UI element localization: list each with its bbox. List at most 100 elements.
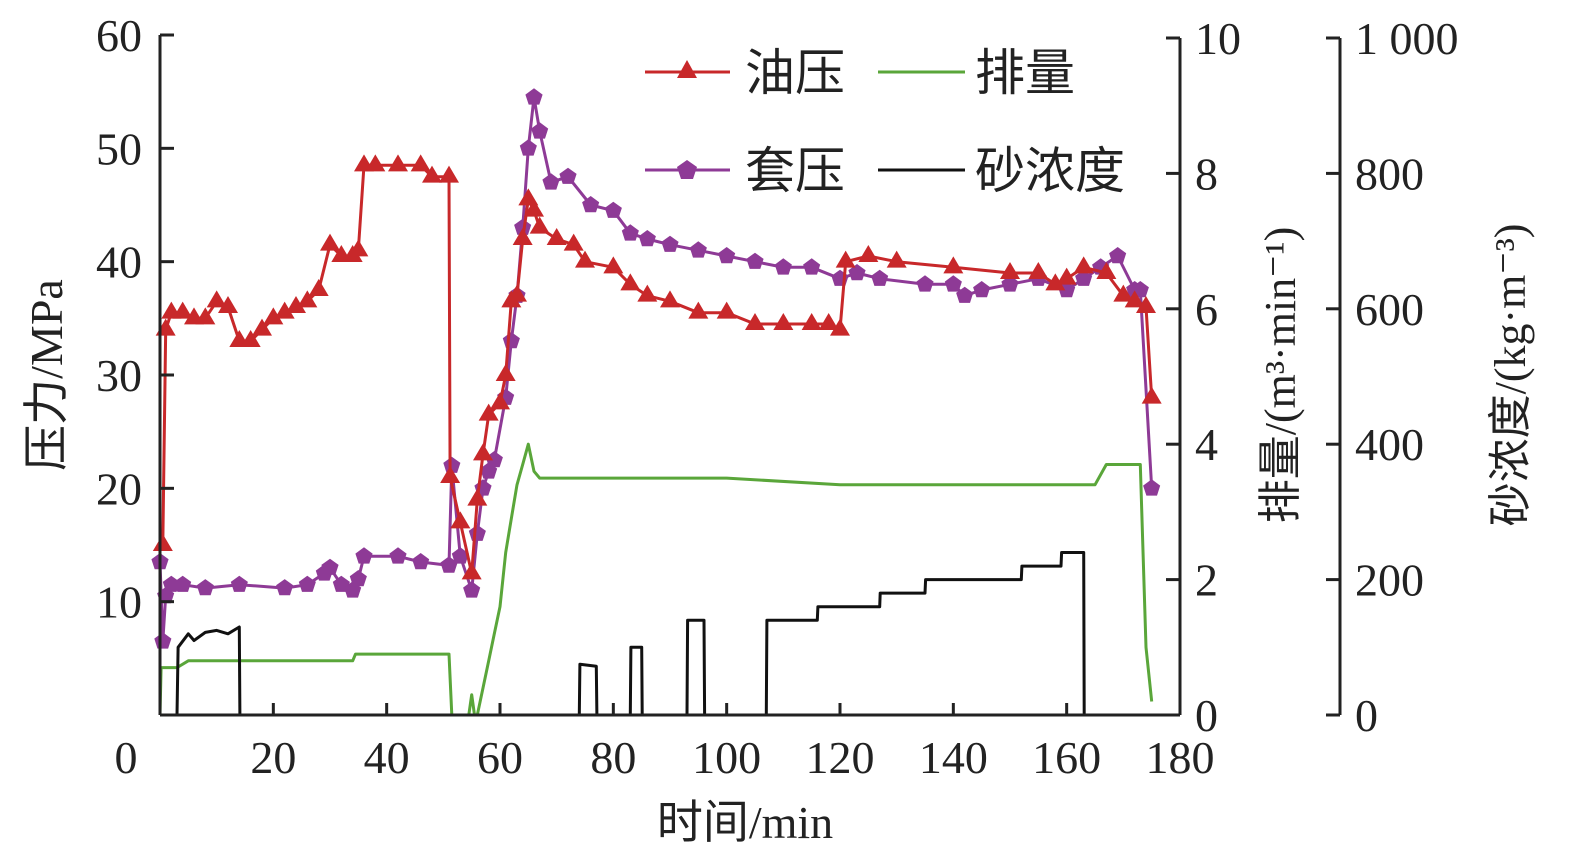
left-tick-label: 30 <box>96 350 142 401</box>
series-line <box>175 551 1086 717</box>
data-point <box>1136 296 1156 313</box>
right1-tick-label: 0 <box>1195 690 1218 741</box>
legend-item-sand-concentration: 砂浓度 <box>878 143 1125 199</box>
left-tick-label: 60 <box>96 10 142 61</box>
data-point <box>440 466 461 483</box>
data-point <box>1113 284 1134 302</box>
data-point <box>463 581 481 598</box>
data-point <box>1143 479 1161 496</box>
series-3 <box>175 551 1086 717</box>
data-point <box>495 364 516 381</box>
triangle-marker-icon <box>677 60 697 78</box>
data-point <box>858 245 879 262</box>
legend-item-casing-pressure: 套压 <box>645 143 845 199</box>
data-point <box>801 313 822 330</box>
data-point <box>529 216 550 234</box>
data-point <box>718 247 736 264</box>
data-point <box>230 575 248 592</box>
data-point <box>661 235 679 252</box>
data-point <box>1058 281 1076 298</box>
right2-tick-label: 200 <box>1355 555 1424 606</box>
left-axis-title: 压力/MPa <box>21 279 72 471</box>
right2-tick-label: 0 <box>1355 690 1378 741</box>
pentagon-marker-icon <box>677 160 697 179</box>
data-point <box>473 443 493 461</box>
data-point <box>389 547 407 564</box>
data-point <box>461 562 482 580</box>
right2-tick-label: 400 <box>1355 419 1424 470</box>
data-point <box>349 570 367 587</box>
data-point <box>660 290 680 308</box>
right2-tick-label: 800 <box>1355 148 1424 199</box>
legend-label: 排量 <box>975 45 1075 101</box>
data-point <box>1056 267 1077 285</box>
data-point <box>514 218 532 235</box>
series-2 <box>158 442 1154 717</box>
x-tick-label: 60 <box>477 732 523 783</box>
data-point <box>525 88 543 105</box>
data-point <box>688 301 709 319</box>
data-point <box>174 575 192 592</box>
x-tick-label: 80 <box>590 732 636 783</box>
data-point <box>1096 262 1117 279</box>
series-line <box>158 442 1154 717</box>
data-point <box>154 632 172 649</box>
data-point <box>1000 262 1020 279</box>
data-point <box>206 290 227 308</box>
data-point <box>478 403 499 421</box>
data-point <box>308 279 329 296</box>
data-point <box>450 511 471 529</box>
legend-label: 油压 <box>745 45 845 101</box>
x-axis-title: 时间/min <box>657 797 833 848</box>
data-point <box>276 579 294 596</box>
data-point <box>620 273 641 291</box>
data-point <box>195 307 216 325</box>
data-point <box>637 284 658 302</box>
data-point <box>559 167 577 184</box>
data-point <box>172 301 193 319</box>
data-point <box>746 252 764 269</box>
data-point <box>531 122 549 139</box>
data-point <box>467 488 488 506</box>
data-point <box>263 307 284 325</box>
data-point <box>582 196 600 213</box>
legend-label: 套压 <box>745 143 845 199</box>
data-point <box>745 313 765 330</box>
left-tick-label: 40 <box>96 237 142 288</box>
right2-axis-title: 砂浓度/(kg·m⁻³) <box>1486 224 1535 527</box>
data-point <box>443 456 461 473</box>
data-point <box>638 230 656 247</box>
data-point <box>298 575 316 592</box>
data-point <box>818 313 839 330</box>
data-point <box>388 154 408 172</box>
data-point <box>286 296 306 313</box>
data-point <box>1001 275 1019 292</box>
data-point <box>422 165 442 183</box>
data-point <box>321 558 339 575</box>
right2-tick-label: 600 <box>1355 284 1424 335</box>
data-point <box>252 318 272 336</box>
left-tick-label: 20 <box>96 463 142 514</box>
x-tick-label: 40 <box>364 732 410 783</box>
data-point <box>1075 269 1093 286</box>
data-point <box>297 290 318 308</box>
data-point <box>196 579 214 596</box>
legend-label: 砂浓度 <box>975 143 1125 199</box>
right1-tick-label: 4 <box>1195 419 1218 470</box>
data-point <box>621 224 639 241</box>
right1-tick-label: 10 <box>1195 13 1241 64</box>
series-line <box>161 163 1154 575</box>
data-point <box>410 154 431 172</box>
series-1 <box>151 88 1161 649</box>
data-point <box>773 313 794 330</box>
data-point <box>512 228 533 245</box>
data-point <box>1141 386 1162 404</box>
data-point <box>604 201 622 218</box>
data-point <box>716 301 737 319</box>
x-tick-label: 140 <box>919 732 988 783</box>
data-point <box>803 258 821 275</box>
data-point <box>451 547 469 564</box>
left-tick-label: 50 <box>96 123 142 174</box>
right1-tick-label: 2 <box>1195 555 1218 606</box>
